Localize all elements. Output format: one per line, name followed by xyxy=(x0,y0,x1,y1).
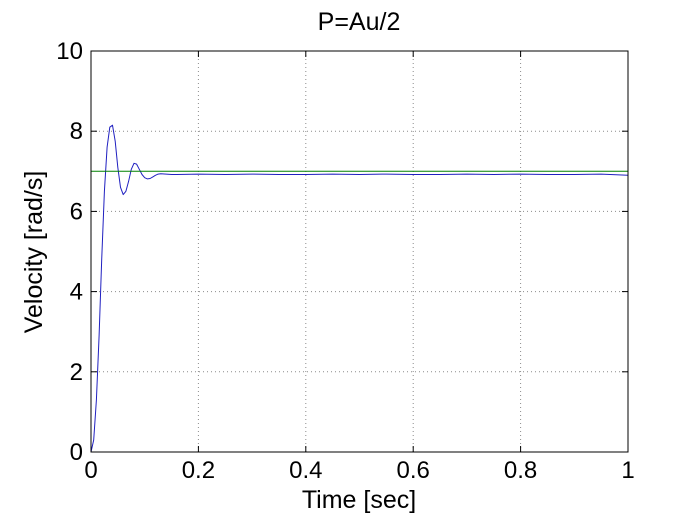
y-tick-label: 10 xyxy=(56,38,83,65)
chart-title: P=Au/2 xyxy=(318,8,401,36)
y-axis-title: Velocity [rad/s] xyxy=(20,171,48,334)
axis-ticks xyxy=(90,50,629,453)
x-tick-label: 1 xyxy=(621,457,634,484)
grid-lines xyxy=(91,51,628,452)
y-tick-label: 8 xyxy=(70,118,83,145)
x-tick-label: 0.6 xyxy=(397,457,430,484)
x-tick-label: 0 xyxy=(84,457,97,484)
x-tick-label: 0.4 xyxy=(289,457,322,484)
velocity-response-line xyxy=(90,124,629,453)
y-tick-label: 2 xyxy=(70,359,83,386)
x-axis-title: Time [sec] xyxy=(302,486,416,514)
y-tick-label: 4 xyxy=(70,279,83,306)
plot-frame xyxy=(90,50,629,453)
y-tick-label: 0 xyxy=(70,439,83,466)
x-tick-label: 0.2 xyxy=(182,457,215,484)
series-lines xyxy=(90,124,629,453)
y-tick-label: 6 xyxy=(70,198,83,225)
x-tick-label: 0.8 xyxy=(504,457,537,484)
